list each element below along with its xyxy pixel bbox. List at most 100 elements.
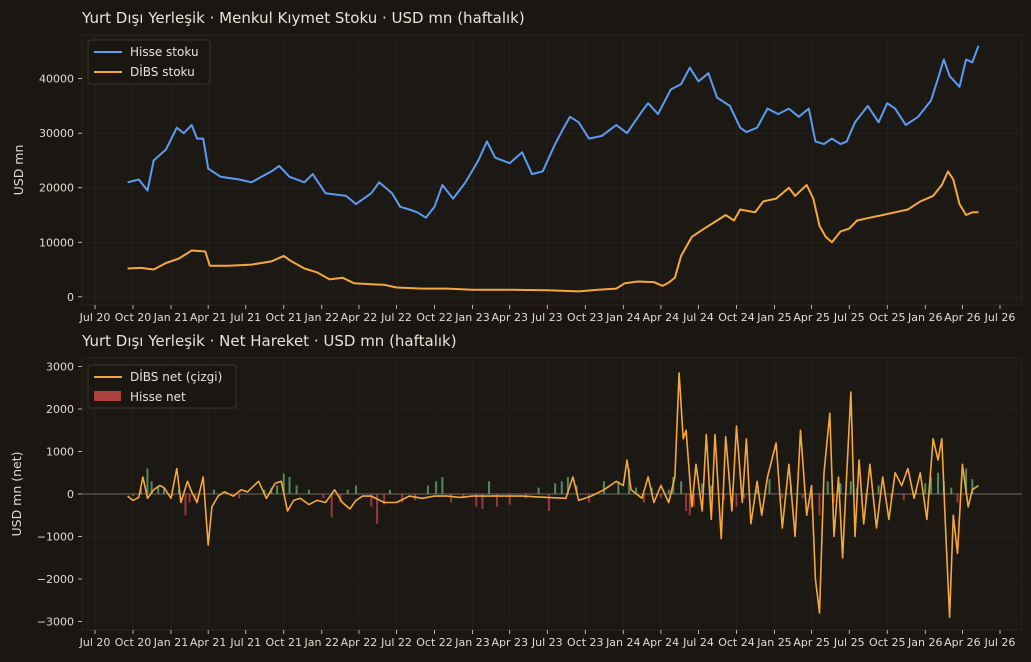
top-chart-title: Yurt Dışı Yerleşik · Menkul Kıymet Stoku… (81, 9, 525, 27)
hisse-net-bar (902, 494, 905, 501)
hisse-net-bar (950, 487, 953, 494)
top-plot-area (81, 34, 1023, 306)
hisse-net-bar (971, 479, 974, 494)
hisse-net-bar (839, 483, 842, 494)
hisse-net-bar (560, 481, 563, 494)
hisse-net-bar (376, 494, 379, 524)
x-tick-label: Jul 25 (833, 311, 865, 324)
x-tick-label: Jan 23 (454, 636, 489, 649)
x-tick-label: Oct 23 (567, 636, 604, 649)
hisse-net-bar (602, 481, 605, 494)
hisse-net-bar (667, 489, 670, 494)
hisse-net-bar (889, 494, 892, 499)
y-tick-label: 3000 (46, 361, 74, 374)
hisse-net-bar (370, 494, 373, 507)
hisse-net-bar (937, 472, 940, 494)
x-tick-label: Apr 24 (643, 311, 680, 324)
hisse-net-bar (659, 494, 662, 499)
x-tick-label: Jan 24 (605, 636, 640, 649)
hisse-net-bar (688, 494, 691, 516)
hisse-net-bar (508, 494, 511, 505)
hisse-net-bar (435, 481, 438, 494)
hisse-net-bar (924, 483, 927, 494)
bottom-chart: Yurt Dışı Yerleşik · Net Hareket · USD m… (9, 332, 1023, 649)
hisse-net-bar (642, 494, 645, 503)
x-tick-label: Oct 22 (416, 311, 453, 324)
hisse-net-bar (628, 468, 631, 494)
y-tick-label: 20000 (39, 182, 74, 195)
top-x-ticks: Jul 20 Oct 20 Jan 21 Apr 21 Jul 21 Oct 21 Jan … (79, 305, 1015, 324)
series-line-dibs (127, 170, 979, 293)
x-tick-label: Jul 24 (682, 636, 714, 649)
x-tick-label: Jan 26 (907, 311, 942, 324)
x-tick-label: Jan 23 (454, 311, 489, 324)
y-tick-label: 1000 (46, 446, 74, 459)
x-tick-label: Oct 20 (115, 636, 152, 649)
x-tick-label: Jul 22 (380, 311, 412, 324)
hisse-net-bar (322, 494, 325, 499)
hisse-net-bar (276, 485, 279, 494)
hisse-net-bar (388, 489, 391, 494)
top-series (127, 45, 980, 293)
hisse-net-bar (495, 494, 498, 507)
hisse-net-bar (184, 494, 187, 516)
y-tick-label: −3000 (37, 616, 74, 629)
hisse-net-bar (401, 494, 404, 503)
x-tick-label: Jul 20 (79, 636, 111, 649)
hisse-net-bar (383, 494, 386, 505)
legend-label-dibs-stoku: DİBS stoku (130, 64, 195, 79)
x-tick-label: Jul 22 (380, 636, 412, 649)
hisse-net-bar (238, 494, 241, 499)
hisse-net-bar (450, 494, 453, 503)
legend-label-hisse-net: Hisse net (130, 390, 186, 404)
hisse-net-bar (212, 489, 215, 494)
bottom-y-ticks: −3000 −2000 −1000 0 1000 2000 3000 (37, 361, 82, 629)
x-tick-label: Jan 22 (304, 311, 339, 324)
hisse-net-bar (355, 485, 358, 494)
x-tick-label: Jul 23 (531, 636, 563, 649)
hisse-net-bar (547, 494, 550, 511)
hisse-net-bar (194, 494, 197, 501)
x-tick-label: Apr 22 (341, 636, 378, 649)
x-tick-label: Jan 21 (153, 636, 188, 649)
hisse-net-bar (756, 489, 759, 494)
x-tick-label: Apr 26 (944, 636, 981, 649)
legend-swatch-hisse-net (94, 391, 121, 401)
legend-label-dibs-net: DİBS net (çizgi) (130, 369, 222, 384)
hisse-net-bar (157, 485, 160, 494)
legend-label-hisse-stoku: Hisse stoku (130, 45, 199, 59)
y-tick-label: 30000 (39, 127, 74, 140)
hisse-net-bar (965, 468, 968, 494)
bottom-x-ticks: Jul 20 Oct 20 Jan 21 Apr 21 Jul 21 Oct 21 Jan … (79, 630, 1015, 649)
hisse-net-bar (188, 494, 191, 503)
hisse-net-bar (150, 481, 153, 494)
hisse-net-bar (768, 479, 771, 494)
x-tick-label: Oct 25 (869, 311, 906, 324)
x-tick-label: Jul 23 (531, 311, 563, 324)
bottom-series (127, 372, 979, 619)
x-tick-label: Apr 25 (793, 636, 830, 649)
x-tick-label: Jan 26 (907, 636, 942, 649)
hisse-net-bar (877, 485, 880, 494)
hisse-net-bar (818, 494, 821, 516)
hisse-net-bar (781, 494, 784, 499)
bottom-chart-title: Yurt Dışı Yerleşik · Net Hareket · USD m… (81, 332, 457, 350)
y-tick-label: 2000 (46, 403, 74, 416)
x-tick-label: Jan 25 (756, 311, 791, 324)
y-tick-label: −2000 (37, 573, 74, 586)
bottom-legend: DİBS net (çizgi) Hisse net (87, 364, 237, 409)
x-tick-label: Oct 23 (567, 311, 604, 324)
x-tick-label: Oct 22 (416, 636, 453, 649)
x-tick-label: Oct 20 (115, 311, 152, 324)
hisse-net-bar (307, 489, 310, 494)
hisse-net-bar (692, 494, 695, 507)
hisse-net-bar (710, 485, 713, 494)
hisse-net-bar (956, 494, 959, 503)
y-tick-label: 0 (67, 488, 74, 501)
top-chart: Yurt Dışı Yerleşik · Menkul Kıymet Stoku… (11, 9, 1023, 324)
x-tick-label: Apr 26 (944, 311, 981, 324)
bottom-y-axis-label: USD mn (net) (9, 451, 24, 536)
hisse-net-bar (132, 494, 135, 497)
y-tick-label: 0 (67, 291, 74, 304)
hisse-net-bar (930, 477, 933, 494)
